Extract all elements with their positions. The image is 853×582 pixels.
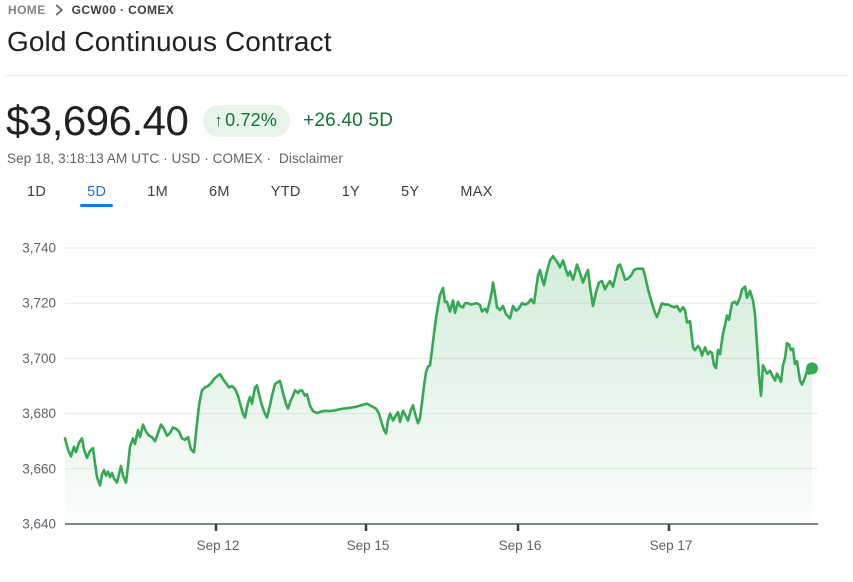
quote-meta-text: Sep 18, 3:18:13 AM UTC · USD · COMEX · [7,151,272,166]
disclaimer-link[interactable]: Disclaimer [279,151,344,166]
quote-meta: Sep 18, 3:18:13 AM UTC · USD · COMEX · D… [7,151,343,166]
y-axis-label: 3,740 [22,241,56,256]
change-absolute: +26.40 5D [303,110,394,131]
current-price: $3,696.40 [6,97,189,144]
change-percent: 0.72% [225,110,278,130]
y-axis-label: 3,680 [22,406,56,421]
x-axis-label: Sep 16 [499,538,542,553]
x-axis-label: Sep 12 [197,538,240,553]
tab-1d[interactable]: 1D [27,184,47,200]
chart-canvas[interactable]: 3,740 3,720 3,700 3,680 3,660 3,640 Sep 12 Sep … [0,232,853,577]
breadcrumb: HOME GCW00 · COMEX [8,3,174,17]
tab-5d[interactable]: 5D [80,184,114,207]
y-axis-label: 3,700 [22,351,56,366]
breadcrumb-symbol: GCW00 · COMEX [71,3,175,17]
header-divider [5,75,847,76]
page-title: Gold Continuous Contract [7,26,332,57]
tab-max[interactable]: MAX [460,184,493,200]
last-price-dot [806,362,818,375]
price-chart: 3,740 3,720 3,700 3,680 3,660 3,640 Sep 12 Sep … [0,232,853,577]
price-area [65,256,812,524]
change-percent-badge: ↑ 0.72% [203,105,291,137]
y-axis-label: 3,660 [22,461,56,476]
tab-5y[interactable]: 5Y [401,184,420,200]
x-axis-label: Sep 15 [347,538,390,553]
y-axis-label: 3,720 [22,296,56,311]
tab-6m[interactable]: 6M [209,184,230,200]
chevron-right-icon [55,4,63,16]
up-arrow-icon: ↑ [214,110,224,130]
tab-1y[interactable]: 1Y [341,184,361,200]
tab-ytd[interactable]: YTD [270,184,301,200]
price-line [63,255,814,487]
breadcrumb-home-link[interactable]: HOME [8,3,46,17]
x-axis-label: Sep 17 [650,538,693,553]
range-tabs: 1D 5D 1M 6M YTD 1Y 5Y MAX [27,184,493,207]
y-axis-label: 3,640 [22,517,56,532]
quote-row: $3,696.40 ↑ 0.72% +26.40 5D [6,97,393,145]
tab-1m[interactable]: 1M [147,184,169,200]
